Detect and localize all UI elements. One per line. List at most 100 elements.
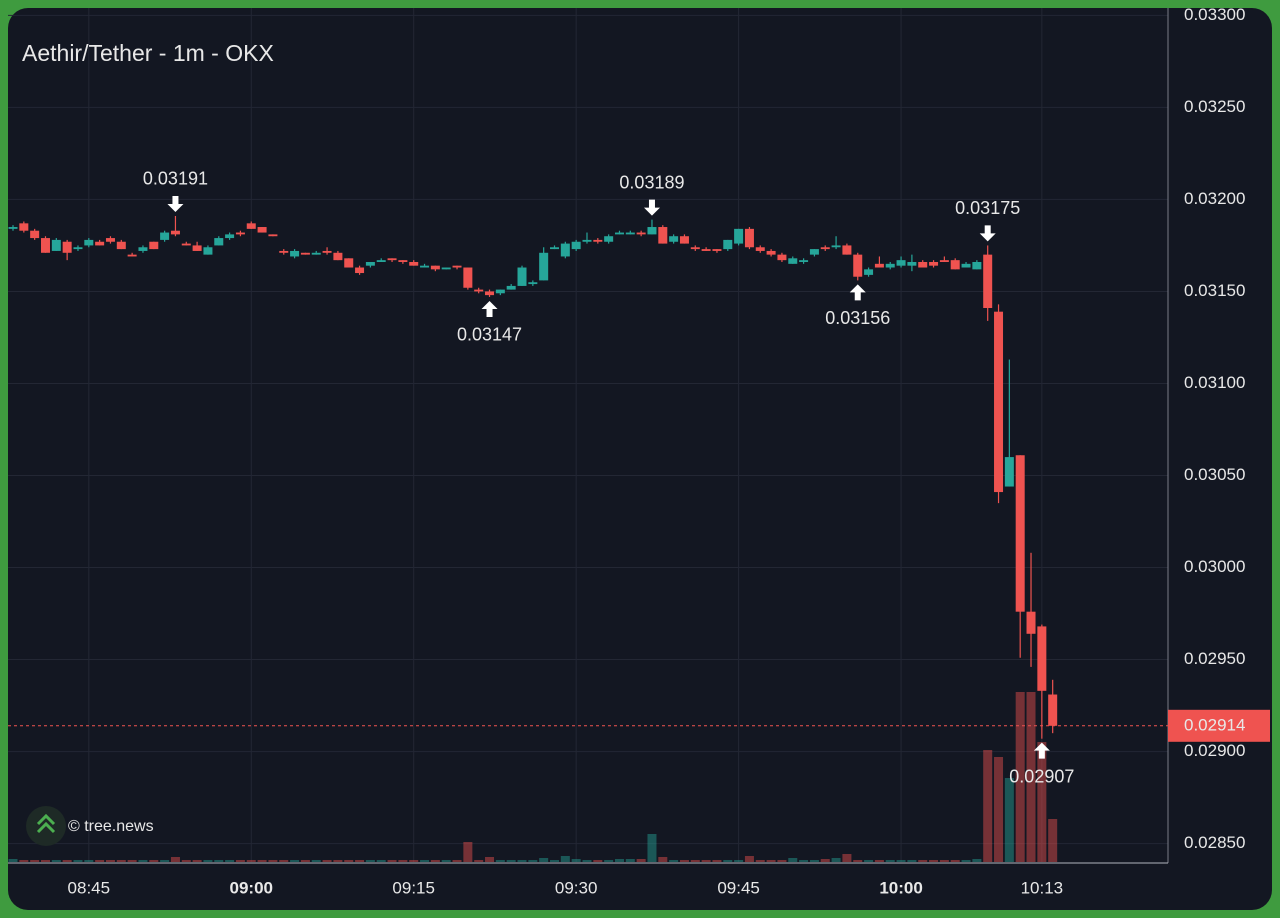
candle-body xyxy=(300,252,310,255)
volume-bar xyxy=(290,860,300,862)
volume-bar xyxy=(268,860,278,862)
candle-body xyxy=(853,254,863,277)
volume-bar xyxy=(430,860,440,862)
volume-bar xyxy=(398,860,408,862)
candle-body xyxy=(755,247,765,251)
volume-bar xyxy=(788,858,798,862)
volume-bar xyxy=(192,860,202,862)
annotation-arrow xyxy=(979,225,996,242)
candle-body xyxy=(614,232,624,235)
volume-bar xyxy=(170,857,180,862)
volume-bar xyxy=(1015,692,1025,862)
x-tick-label: 10:00 xyxy=(879,878,922,897)
candle-body xyxy=(560,243,570,257)
volume-bar xyxy=(105,860,115,862)
candle-body xyxy=(485,291,495,296)
annotation-label: 0.02907 xyxy=(1009,766,1074,786)
volume-bar xyxy=(939,860,949,862)
candle-body xyxy=(788,258,798,264)
y-tick-label: 0.02900 xyxy=(1184,741,1245,760)
candle-body xyxy=(939,260,949,262)
volume-bar xyxy=(712,860,722,862)
y-tick-label: 0.02950 xyxy=(1184,649,1245,668)
grid xyxy=(8,8,1168,862)
candle-body xyxy=(333,252,343,261)
volume-bar xyxy=(690,860,700,862)
candle-body xyxy=(192,245,202,251)
volume-bar xyxy=(669,860,679,862)
volume-bar xyxy=(874,860,884,862)
volume-bar xyxy=(647,834,657,862)
volume-bar xyxy=(344,860,354,862)
volume-bar xyxy=(723,860,733,862)
volume-bar xyxy=(625,859,635,862)
candle-body xyxy=(539,252,549,281)
volume-bar xyxy=(181,860,191,862)
candle-body xyxy=(149,241,159,250)
x-tick-label: 09:15 xyxy=(392,878,435,897)
volume-bar xyxy=(961,860,971,862)
candle-body xyxy=(355,267,365,274)
candle-body xyxy=(138,247,148,251)
candle-body xyxy=(1004,457,1014,487)
candle-body xyxy=(8,227,18,229)
watermark: © tree.news xyxy=(68,818,154,835)
volume-bar xyxy=(214,860,224,862)
volume-bar xyxy=(701,860,711,862)
volume-bar xyxy=(528,860,538,862)
volume-bar xyxy=(755,860,765,862)
annotation-arrow xyxy=(481,300,498,317)
candle-body xyxy=(701,249,711,251)
candle-body xyxy=(214,238,224,246)
volume-bar xyxy=(149,860,159,862)
candle-body xyxy=(19,223,29,231)
annotation-label: 0.03189 xyxy=(619,172,684,192)
x-tick-label: 09:30 xyxy=(555,878,598,897)
volume-bar xyxy=(322,860,332,862)
volume-bar xyxy=(604,860,614,862)
volume-bar xyxy=(929,860,939,862)
last-price-label: 0.02914 xyxy=(1184,715,1245,734)
candle-body xyxy=(387,258,397,261)
candle-body xyxy=(658,227,668,244)
volume-bar xyxy=(820,859,830,862)
candle-body xyxy=(398,260,408,262)
candle-body xyxy=(950,260,960,270)
volume-bar xyxy=(809,860,819,862)
candle-body xyxy=(831,245,841,248)
volume-bar xyxy=(744,856,754,862)
candle-body xyxy=(842,245,852,255)
candle-body xyxy=(95,241,105,246)
logo-mark xyxy=(36,813,56,834)
candle-body xyxy=(40,238,50,253)
volume-bar xyxy=(485,857,495,862)
volume-bar xyxy=(365,860,375,862)
annotation-arrow xyxy=(849,284,866,301)
candle-body xyxy=(409,261,419,266)
candle-body xyxy=(463,267,473,288)
last-price-box xyxy=(1168,709,1270,742)
x-tick-label: 08:45 xyxy=(68,878,111,897)
volume-bar xyxy=(73,860,83,862)
candle-body xyxy=(723,239,733,250)
annotation-label: 0.03147 xyxy=(457,325,522,345)
volume-bar xyxy=(420,860,430,862)
candle-body xyxy=(744,228,754,248)
candle-body xyxy=(1015,455,1025,612)
candle-body xyxy=(30,230,40,239)
volume-bar xyxy=(474,860,484,862)
candle-body xyxy=(51,239,61,251)
candle-body xyxy=(203,247,213,255)
candle-body xyxy=(961,263,971,268)
candle-body xyxy=(181,243,191,246)
candle-body xyxy=(907,261,917,266)
volume-bar xyxy=(853,860,863,862)
volume-bar xyxy=(885,860,895,862)
volume-bar xyxy=(799,860,809,862)
candle-body xyxy=(929,261,939,266)
volume-bar xyxy=(506,860,516,862)
candle-body xyxy=(420,265,430,268)
volume-bar xyxy=(918,860,928,862)
candle-body xyxy=(809,249,819,255)
